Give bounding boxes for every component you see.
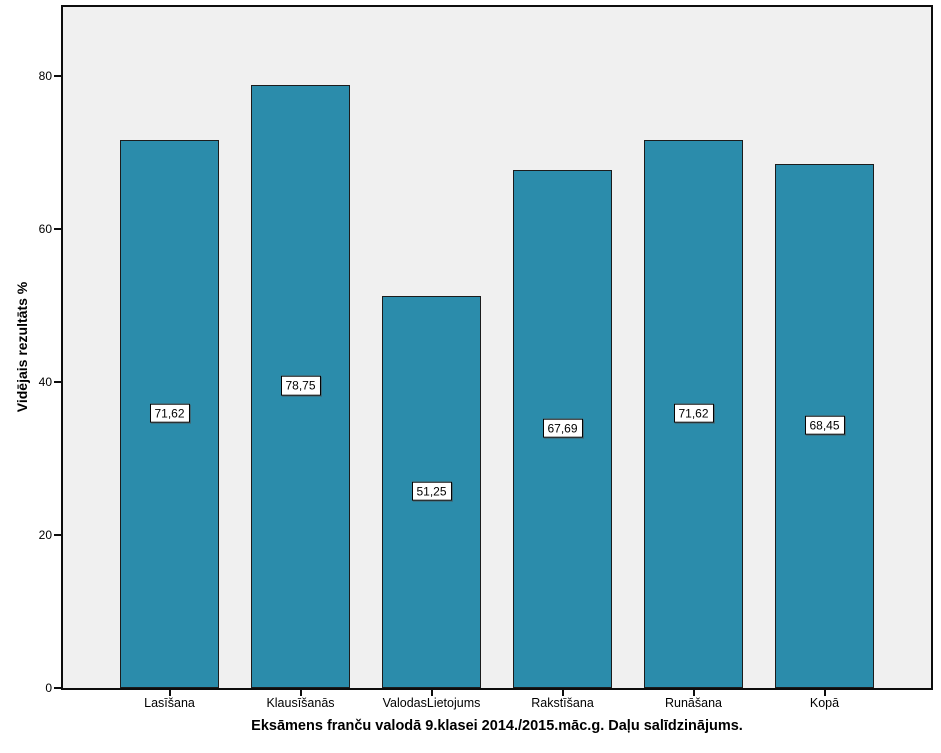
bar-4: 67,69: [513, 170, 612, 688]
bar-6: 68,45: [775, 164, 874, 688]
y-tick-label: 40: [38, 375, 52, 389]
bar-2: 78,75: [251, 85, 350, 688]
x-tick-mark: [561, 690, 564, 696]
bar-5: 71,62: [644, 140, 743, 688]
bar-value-label: 51,25: [411, 481, 452, 501]
bar-value-label: 68,45: [804, 415, 845, 435]
y-tick-label: 0: [45, 681, 52, 695]
x-category-label: Runāšana: [665, 696, 722, 710]
y-tick-mark: [54, 228, 61, 230]
x-category-label: Kopā: [809, 696, 840, 710]
x-tick-mark: [168, 690, 171, 696]
bar-value-label: 71,62: [673, 403, 714, 423]
x-tick-mark: [692, 690, 695, 696]
y-tick-mark: [54, 381, 61, 383]
x-category-label: Lasīšana: [144, 696, 195, 710]
y-axis-title: Vidējais rezultāts %: [14, 281, 30, 413]
plot-area: 71,62 78,75 51,25 67,69 71,62 68,45: [61, 5, 933, 690]
x-category-label: ValodasLietojums: [382, 696, 481, 710]
x-tick-mark: [430, 690, 433, 696]
bar-3: 51,25: [382, 296, 481, 688]
y-tick-mark: [54, 75, 61, 77]
bar-value-label: 71,62: [149, 403, 190, 423]
y-tick-label: 80: [38, 69, 52, 83]
bar-value-label: 78,75: [280, 375, 321, 396]
x-tick-mark: [299, 690, 302, 696]
bar-1: 71,62: [120, 140, 219, 688]
x-axis-title: Eksāmens franču valodā 9.klasei 2014./20…: [251, 718, 743, 734]
y-tick-label: 20: [38, 528, 52, 542]
x-category-label: Rakstīšana: [531, 696, 594, 710]
x-tick-mark: [823, 690, 826, 696]
y-tick-mark: [54, 687, 61, 689]
y-tick-mark: [54, 534, 61, 536]
x-category-label: Klausīšanās: [266, 696, 335, 710]
y-tick-label: 60: [38, 222, 52, 236]
bar-value-label: 67,69: [542, 418, 583, 438]
